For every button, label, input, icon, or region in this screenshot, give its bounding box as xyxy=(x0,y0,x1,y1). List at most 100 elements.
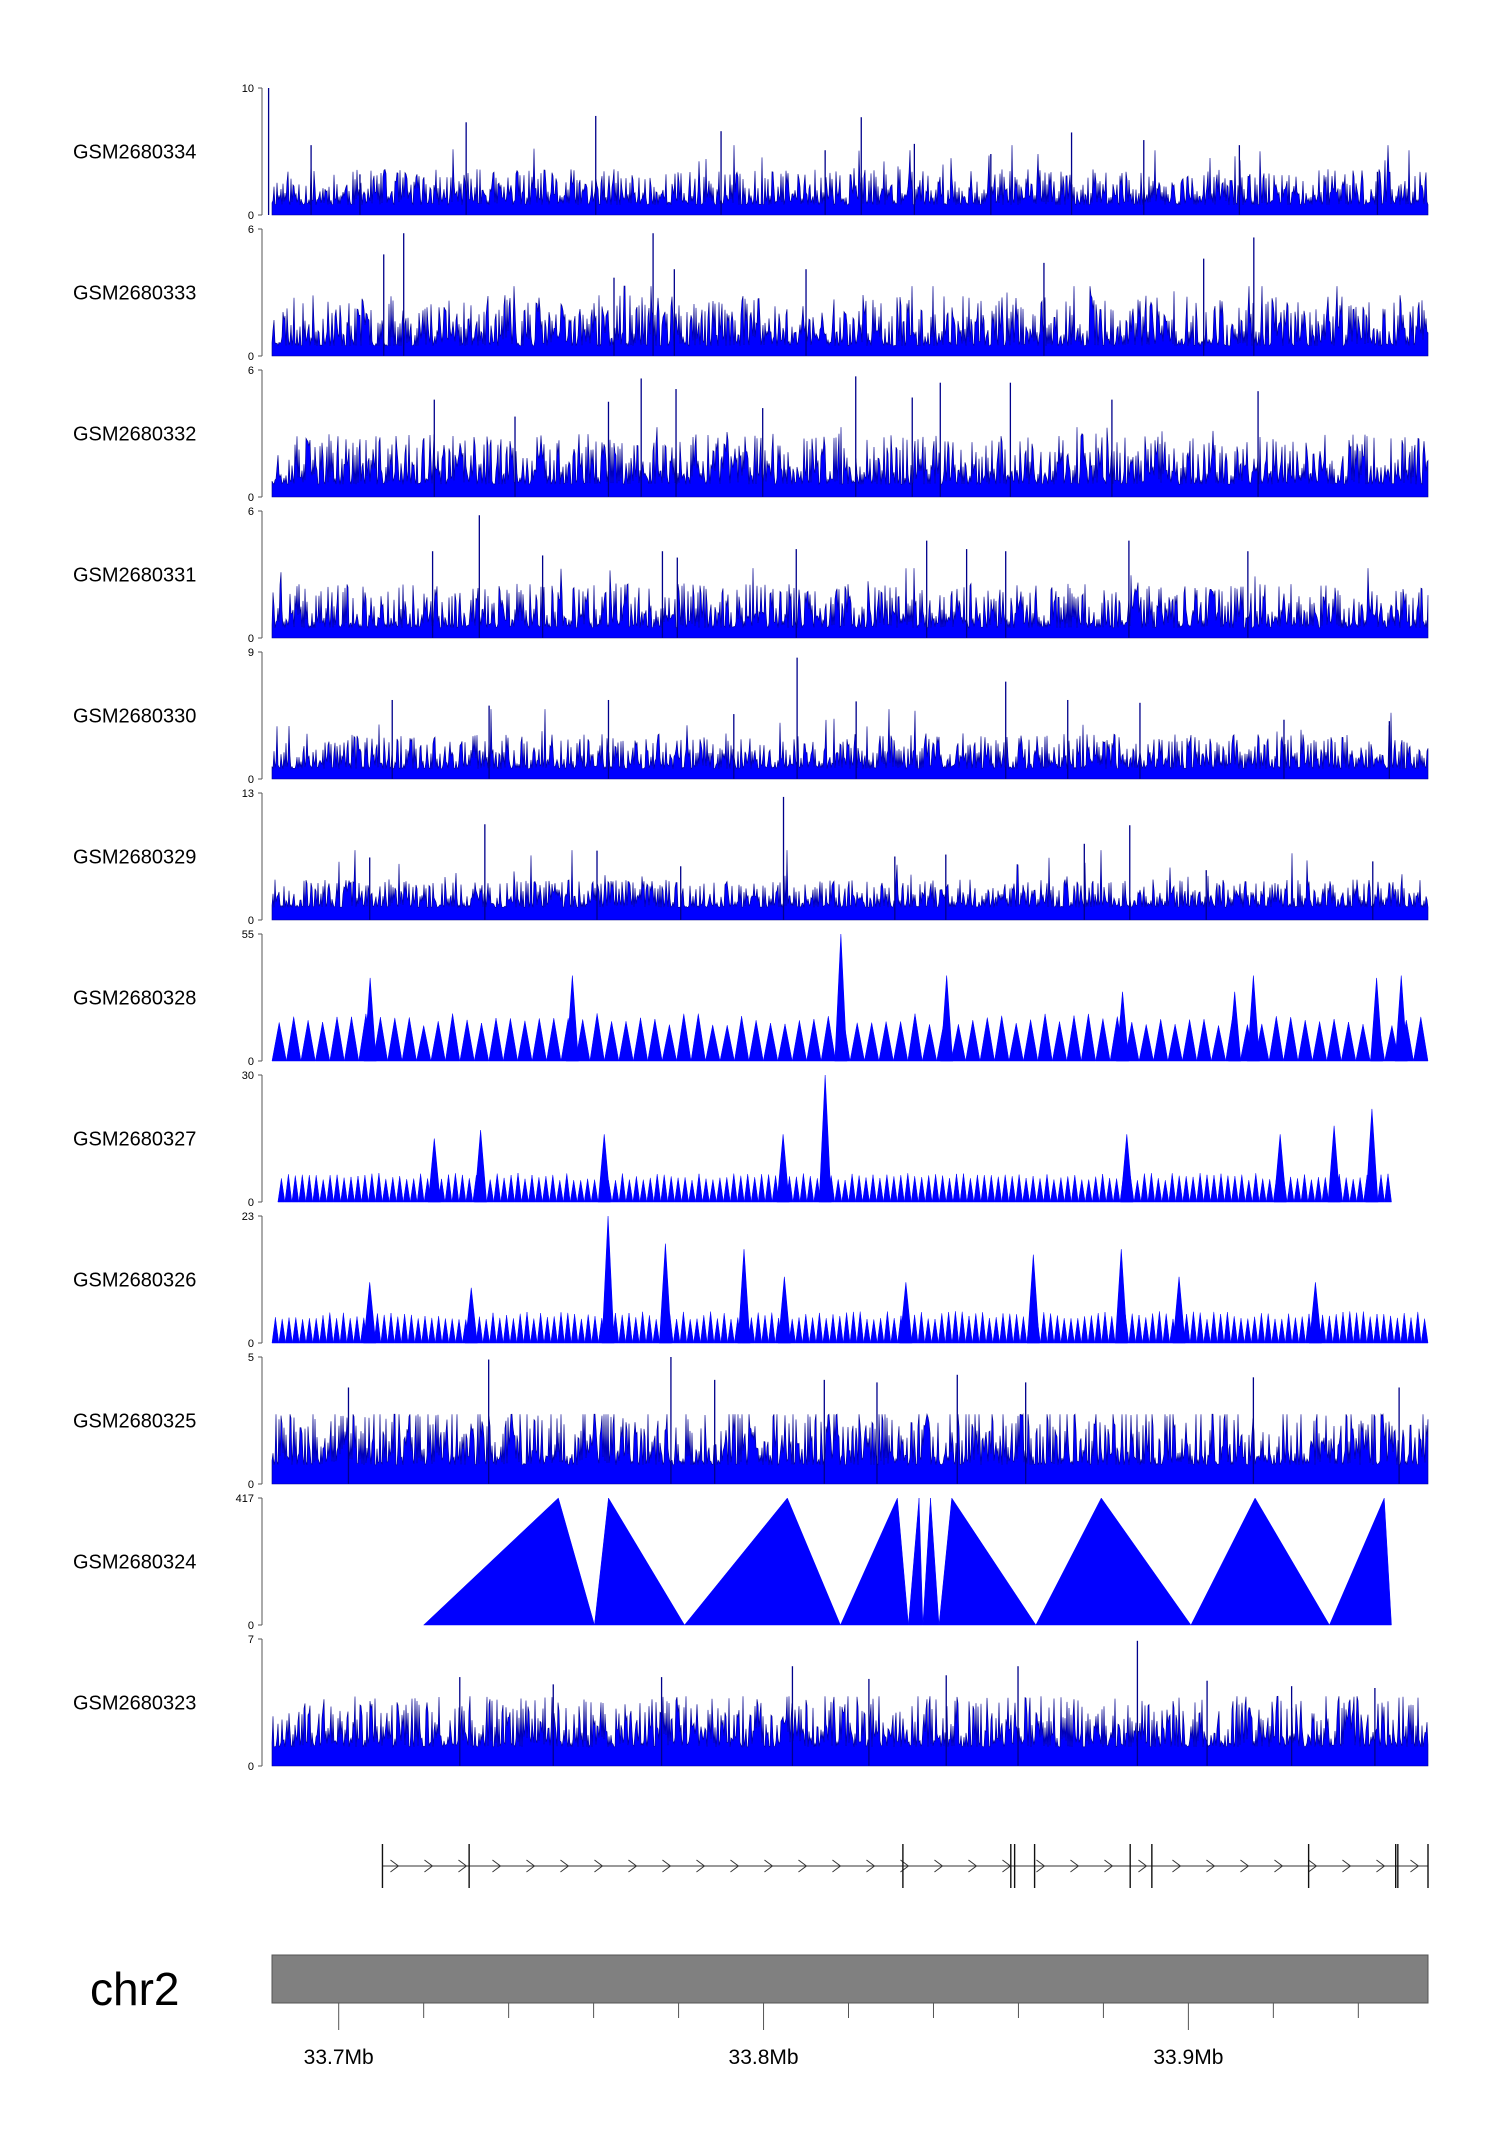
signal-peak xyxy=(1329,1497,1392,1626)
y-tick-label-max: 23 xyxy=(242,1211,254,1223)
signal-area xyxy=(271,568,1429,639)
signal-peak xyxy=(1394,975,1408,1062)
track-GSM2680334: GSM2680334 10 0 xyxy=(73,83,1429,222)
track-GSM2680326: GSM2680326 23 0 xyxy=(73,1211,1429,1350)
signal-area xyxy=(271,709,1429,780)
strand-arrow xyxy=(1376,1859,1386,1873)
y-tick-label-max: 417 xyxy=(236,1493,254,1505)
track-label: GSM2680325 xyxy=(73,1411,196,1433)
track-GSM2680323: GSM2680323 7 0 xyxy=(73,1634,1429,1773)
track-label: GSM2680324 xyxy=(73,1552,196,1574)
y-tick-label-max: 55 xyxy=(242,929,254,941)
signal-peak xyxy=(1172,1276,1186,1344)
y-tick-label-min: 0 xyxy=(248,633,254,645)
signal-peak xyxy=(566,975,579,1062)
y-tick-label-max: 9 xyxy=(248,647,254,659)
y-tick-label-min: 0 xyxy=(248,1197,254,1209)
major-tick-label: 33.7Mb xyxy=(304,2046,374,2069)
signal-peak xyxy=(1228,991,1242,1062)
track-label: GSM2680327 xyxy=(73,1129,196,1151)
signal-peak xyxy=(363,1282,377,1344)
signal-peak xyxy=(1116,991,1129,1062)
major-tick-label: 33.8Mb xyxy=(729,2046,799,2069)
y-tick-label-min: 0 xyxy=(248,1338,254,1350)
strand-arrow xyxy=(1240,1859,1250,1873)
y-tick-label-min: 0 xyxy=(248,492,254,504)
strand-arrow xyxy=(798,1859,808,1873)
signal-area xyxy=(271,285,1429,357)
strand-arrow xyxy=(730,1859,740,1873)
signal-area xyxy=(277,1172,1392,1203)
track-GSM2680332: GSM2680332 6 0 xyxy=(73,365,1429,504)
strand-arrow xyxy=(1070,1859,1080,1873)
signal-area xyxy=(271,1413,1429,1485)
strand-arrow xyxy=(1206,1859,1216,1873)
signal-peak xyxy=(840,1497,909,1626)
signal-peak xyxy=(778,1276,791,1344)
signal-peak xyxy=(1365,1108,1379,1203)
signal-area xyxy=(271,427,1429,498)
strand-arrow xyxy=(458,1859,468,1873)
y-tick-label-max: 30 xyxy=(242,1070,254,1082)
y-tick-label-max: 6 xyxy=(248,506,254,518)
y-tick-label-max: 6 xyxy=(248,365,254,377)
signal-peak xyxy=(1035,1497,1192,1626)
y-tick-label-min: 0 xyxy=(248,1479,254,1491)
track-label: GSM2680330 xyxy=(73,706,196,728)
signal-area xyxy=(271,850,1429,921)
signal-peak xyxy=(922,1497,940,1626)
strand-arrow xyxy=(1274,1859,1284,1873)
track-GSM2680327: GSM2680327 30 0 xyxy=(73,1070,1392,1209)
y-tick-label-max: 13 xyxy=(242,788,254,800)
strand-arrow xyxy=(424,1859,434,1873)
strand-arrow xyxy=(832,1859,842,1873)
signal-peak xyxy=(1026,1254,1040,1344)
track-GSM2680333: GSM2680333 6 0 xyxy=(73,224,1429,363)
track-label: GSM2680329 xyxy=(73,847,196,869)
strand-arrow xyxy=(492,1859,502,1873)
strand-arrow xyxy=(628,1859,638,1873)
signal-peak xyxy=(899,1282,913,1344)
signal-peak xyxy=(1190,1497,1330,1626)
signal-peak xyxy=(1273,1134,1287,1203)
track-label: GSM2680323 xyxy=(73,1693,196,1715)
strand-arrow xyxy=(1172,1859,1182,1873)
strand-arrow xyxy=(1308,1859,1318,1873)
track-label: GSM2680328 xyxy=(73,988,196,1010)
signal-peak xyxy=(1247,975,1260,1062)
signal-area xyxy=(271,145,1429,216)
signal-peak xyxy=(659,1243,672,1344)
signal-peak xyxy=(776,1134,790,1203)
signal-tracks: GSM2680334100GSM268033360GSM268033260GSM… xyxy=(73,83,1429,1773)
major-tick-label: 33.9Mb xyxy=(1153,2046,1223,2069)
signal-area xyxy=(271,1311,1429,1344)
signal-peak xyxy=(474,1130,487,1203)
track-label: GSM2680333 xyxy=(73,283,196,305)
signal-peak xyxy=(940,975,953,1062)
strand-arrow xyxy=(1036,1859,1046,1873)
y-tick-label-max: 5 xyxy=(248,1352,254,1364)
signal-peak xyxy=(597,1134,611,1203)
signal-peak xyxy=(908,1497,924,1626)
y-tick-label-min: 0 xyxy=(248,351,254,363)
y-tick-label-min: 0 xyxy=(248,1761,254,1773)
signal-peak xyxy=(818,1074,832,1203)
signal-peak xyxy=(464,1287,478,1344)
y-tick-label-min: 0 xyxy=(248,774,254,786)
signal-peak xyxy=(1309,1282,1322,1344)
y-tick-label-min: 0 xyxy=(248,1056,254,1068)
chromosome-bar xyxy=(271,1954,1429,2004)
strand-arrow xyxy=(968,1859,978,1873)
signal-peak xyxy=(601,1215,615,1344)
signal-peak xyxy=(938,1497,1037,1626)
signal-peak xyxy=(1114,1249,1128,1344)
strand-arrow xyxy=(594,1859,604,1873)
signal-peak xyxy=(1370,977,1383,1062)
track-label: GSM2680326 xyxy=(73,1270,196,1292)
signal-area xyxy=(271,1695,1429,1767)
signal-area xyxy=(271,1013,1429,1062)
strand-arrow xyxy=(662,1859,672,1873)
track-GSM2680325: GSM2680325 5 0 xyxy=(73,1352,1429,1491)
gene-model-track xyxy=(381,1844,1429,1888)
